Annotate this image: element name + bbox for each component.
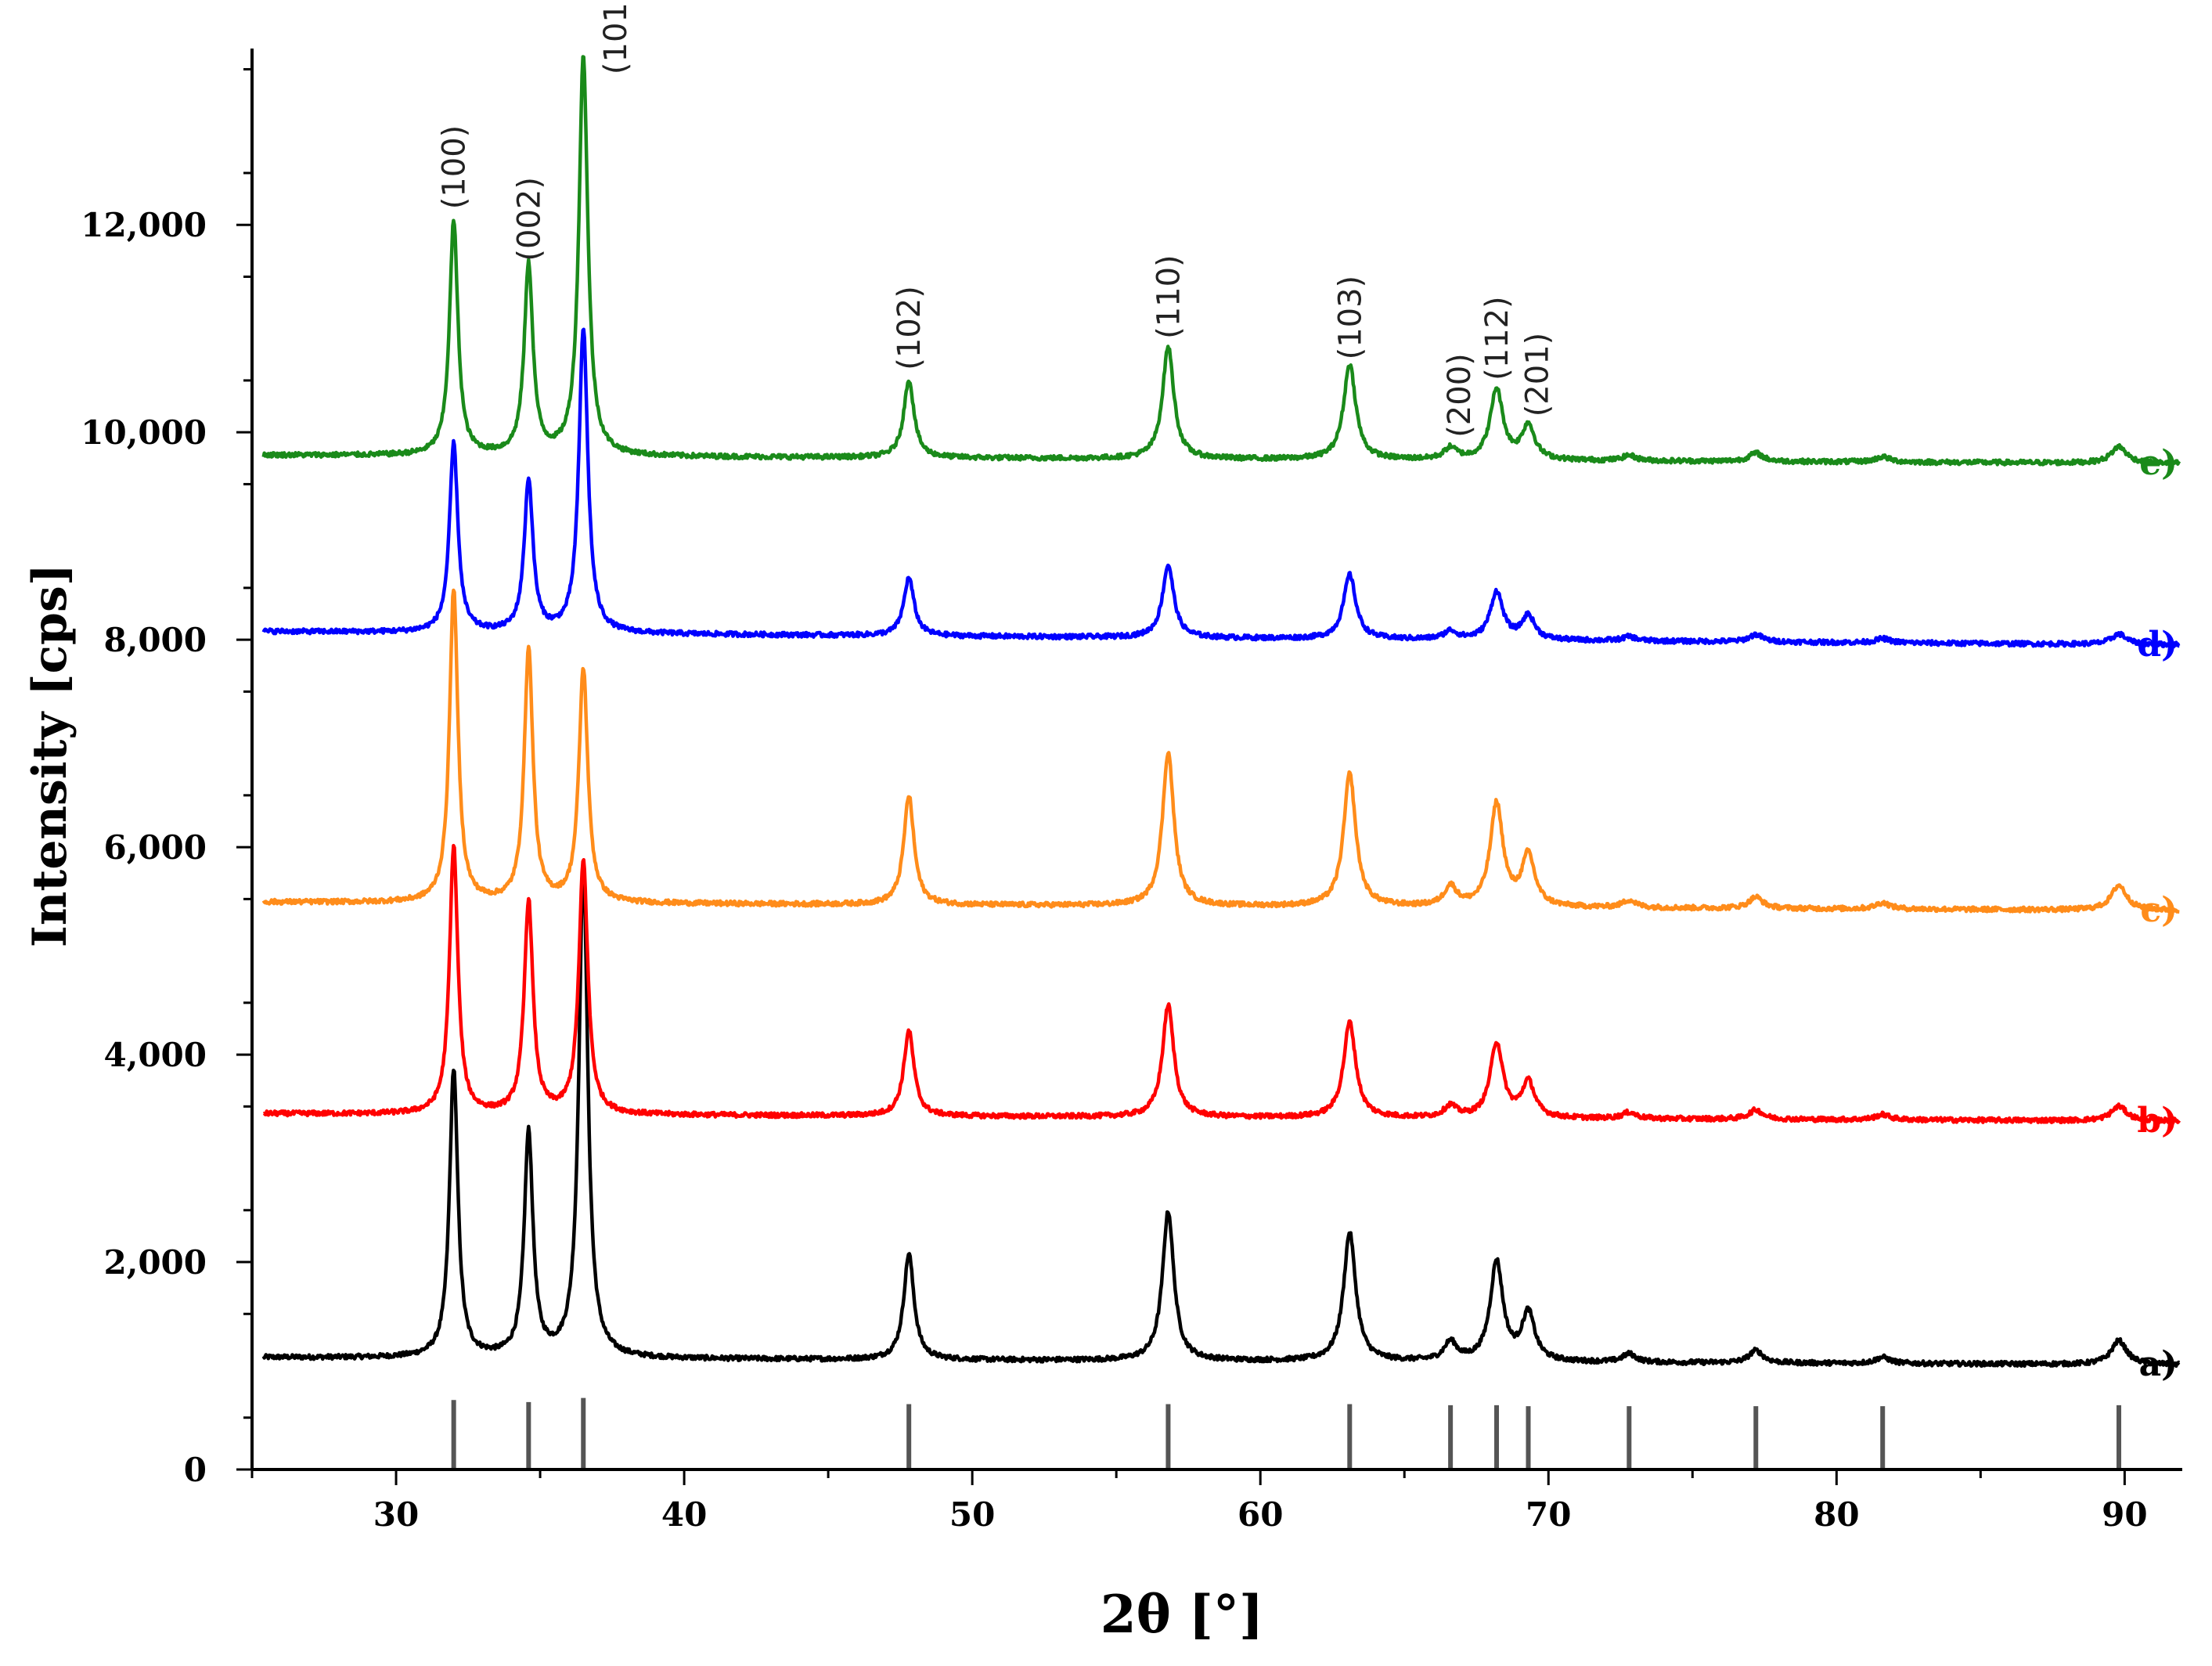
series-line-d bbox=[261, 327, 2181, 649]
y-tick-label: 0 bbox=[184, 1451, 207, 1489]
x-axis-title: 2θ [°] bbox=[1101, 1584, 1263, 1645]
series-line-b bbox=[262, 843, 2181, 1125]
series-line-c bbox=[261, 588, 2181, 914]
x-tick-label: 60 bbox=[1237, 1495, 1283, 1534]
miller-index-label: (201) bbox=[1520, 333, 1556, 417]
x-tick-label: 50 bbox=[949, 1495, 995, 1534]
ticks: 30 40 50 60 70 80 90 0 2,000 4,000 6,000 8,000 10,00… bbox=[81, 67, 2148, 1534]
annotations: (100) (002) (101) (102) (110) (103) (200)(112)… bbox=[437, 0, 1556, 438]
miller-index-label: (100) bbox=[437, 125, 473, 210]
y-tick-label: 6,000 bbox=[103, 828, 207, 867]
y-tick-label: 10,000 bbox=[81, 413, 207, 452]
miller-index-label: (103) bbox=[1332, 276, 1368, 360]
miller-index-label: (101) bbox=[598, 0, 634, 74]
miller-index-label: (002) bbox=[511, 177, 547, 261]
miller-index-label: (200) bbox=[1442, 353, 1478, 438]
series-label: c) bbox=[2140, 890, 2178, 930]
y-tick-label: 8,000 bbox=[103, 621, 207, 659]
reference-lines bbox=[451, 1397, 2122, 1469]
miller-index-label: (112) bbox=[1479, 296, 1515, 380]
y-axis-title: Intensity [cps] bbox=[23, 564, 77, 947]
series-label: d) bbox=[2137, 625, 2178, 665]
x-tick-label: 80 bbox=[1814, 1495, 1859, 1534]
axes bbox=[250, 49, 2182, 1471]
series-layer: a) b) c) d) e) bbox=[261, 55, 2181, 1384]
miller-index-label: (110) bbox=[1151, 254, 1187, 339]
x-tick-label: 70 bbox=[1526, 1495, 1571, 1534]
series-label: a) bbox=[2139, 1344, 2178, 1384]
x-tick-label: 90 bbox=[2102, 1495, 2147, 1534]
y-tick-label: 12,000 bbox=[81, 206, 207, 244]
x-tick-label: 30 bbox=[373, 1495, 419, 1534]
y-tick-label: 4,000 bbox=[103, 1036, 207, 1074]
miller-index-label: (102) bbox=[892, 286, 928, 370]
series-label: b) bbox=[2137, 1101, 2178, 1141]
series-line-e bbox=[261, 55, 2181, 467]
y-tick-label: 2,000 bbox=[103, 1243, 207, 1282]
x-tick-label: 40 bbox=[661, 1495, 707, 1534]
series-label: e) bbox=[2139, 443, 2178, 483]
